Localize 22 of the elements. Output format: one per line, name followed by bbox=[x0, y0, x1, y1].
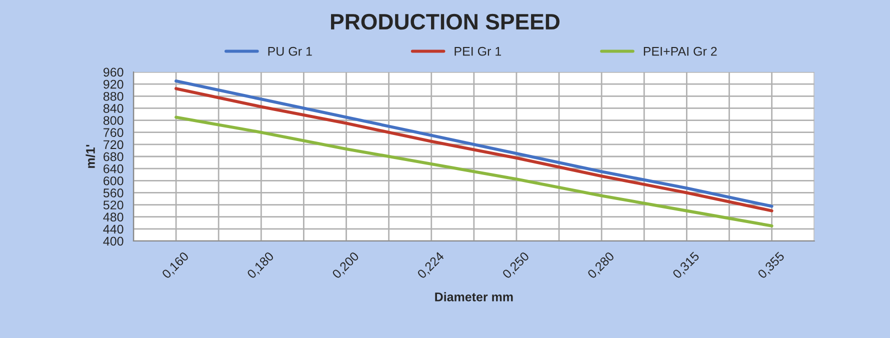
y-tick-label: 840 bbox=[103, 104, 124, 113]
y-tick-label: 920 bbox=[104, 80, 124, 89]
y-tick-label: 680 bbox=[104, 152, 124, 162]
y-tick-label: 520 bbox=[103, 200, 124, 210]
y-tick-label: 760 bbox=[104, 128, 124, 138]
y-tick-label: 560 bbox=[103, 188, 124, 198]
x-axis-title: Diameter mm bbox=[435, 292, 513, 302]
legend-label: PU Gr 1 bbox=[268, 46, 312, 56]
y-tick-label: 440 bbox=[103, 224, 124, 234]
y-axis-title: m/1' bbox=[86, 144, 96, 168]
y-tick-label: 640 bbox=[104, 164, 124, 174]
y-tick-label: 800 bbox=[103, 116, 124, 125]
y-tick-label: 400 bbox=[103, 236, 124, 246]
chart-title: PRODUCTION SPEED bbox=[331, 14, 560, 30]
y-tick-label: 600 bbox=[104, 176, 124, 186]
y-tick-label: 960 bbox=[104, 68, 124, 77]
line-series bbox=[174, 116, 774, 228]
y-tick-label: 480 bbox=[103, 212, 124, 222]
y-tick-label: 880 bbox=[103, 92, 124, 101]
y-tick-label: 720 bbox=[104, 140, 124, 150]
legend-label: PEI Gr 1 bbox=[454, 46, 502, 56]
legend-label: PEI+PAI Gr 2 bbox=[644, 46, 717, 56]
